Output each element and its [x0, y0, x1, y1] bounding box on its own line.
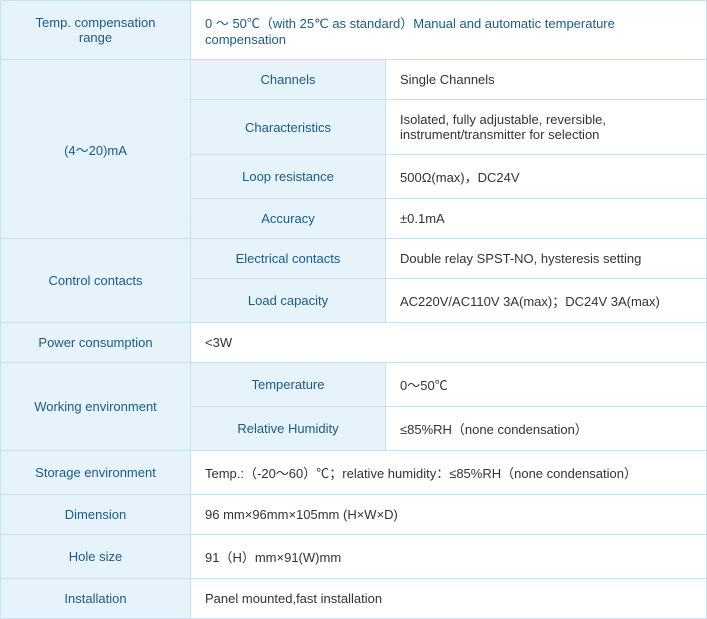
- electrical-label: Electrical contacts: [191, 239, 386, 279]
- temperature-value: 0～50℃: [386, 363, 707, 407]
- current-label: (4～20)mA: [1, 60, 191, 239]
- temp-comp-value: 0 ～ 50℃（with 25℃ as standard）Manual and …: [191, 1, 707, 60]
- power-label: Power consumption: [1, 323, 191, 363]
- electrical-value: Double relay SPST-NO, hysteresis setting: [386, 239, 707, 279]
- channels-label: Channels: [191, 60, 386, 100]
- installation-value: Panel mounted,fast installation: [191, 579, 707, 619]
- storage-env-value: Temp.:（-20～60）℃；relative humidity：≤85%RH…: [191, 451, 707, 495]
- table-row: Temp. compensation range 0 ～ 50℃（with 25…: [1, 1, 707, 60]
- table-row: Storage environment Temp.:（-20～60）℃；rela…: [1, 451, 707, 495]
- channels-value: Single Channels: [386, 60, 707, 100]
- characteristics-label: Characteristics: [191, 100, 386, 155]
- dimension-label: Dimension: [1, 495, 191, 535]
- label-text: Temp. compensation: [36, 15, 156, 30]
- spec-table: Temp. compensation range 0 ～ 50℃（with 25…: [0, 0, 707, 619]
- temperature-label: Temperature: [191, 363, 386, 407]
- power-value: <3W: [191, 323, 707, 363]
- accuracy-value: ±0.1mA: [386, 199, 707, 239]
- loop-resistance-label: Loop resistance: [191, 155, 386, 199]
- table-row: Installation Panel mounted,fast installa…: [1, 579, 707, 619]
- table-row: Working environment Temperature 0～50℃: [1, 363, 707, 407]
- dimension-value: 96 mm×96mm×105mm (H×W×D): [191, 495, 707, 535]
- hole-size-value: 91（H）mm×91(W)mm: [191, 535, 707, 579]
- control-contacts-label: Control contacts: [1, 239, 191, 323]
- humidity-value: ≤85%RH（none condensation）: [386, 407, 707, 451]
- temp-comp-label: Temp. compensation range: [1, 1, 191, 60]
- load-capacity-label: Load capacity: [191, 279, 386, 323]
- storage-env-label: Storage environment: [1, 451, 191, 495]
- humidity-label: Relative Humidity: [191, 407, 386, 451]
- working-env-label: Working environment: [1, 363, 191, 451]
- load-capacity-value: AC220V/AC110V 3A(max)；DC24V 3A(max): [386, 279, 707, 323]
- characteristics-value: Isolated, fully adjustable, reversible, …: [386, 100, 707, 155]
- table-row: Dimension 96 mm×96mm×105mm (H×W×D): [1, 495, 707, 535]
- hole-size-label: Hole size: [1, 535, 191, 579]
- table-row: Control contacts Electrical contacts Dou…: [1, 239, 707, 279]
- loop-resistance-value: 500Ω(max)，DC24V: [386, 155, 707, 199]
- table-row: (4～20)mA Channels Single Channels: [1, 60, 707, 100]
- accuracy-label: Accuracy: [191, 199, 386, 239]
- table-row: Power consumption <3W: [1, 323, 707, 363]
- label-text: range: [79, 30, 112, 45]
- installation-label: Installation: [1, 579, 191, 619]
- table-row: Hole size 91（H）mm×91(W)mm: [1, 535, 707, 579]
